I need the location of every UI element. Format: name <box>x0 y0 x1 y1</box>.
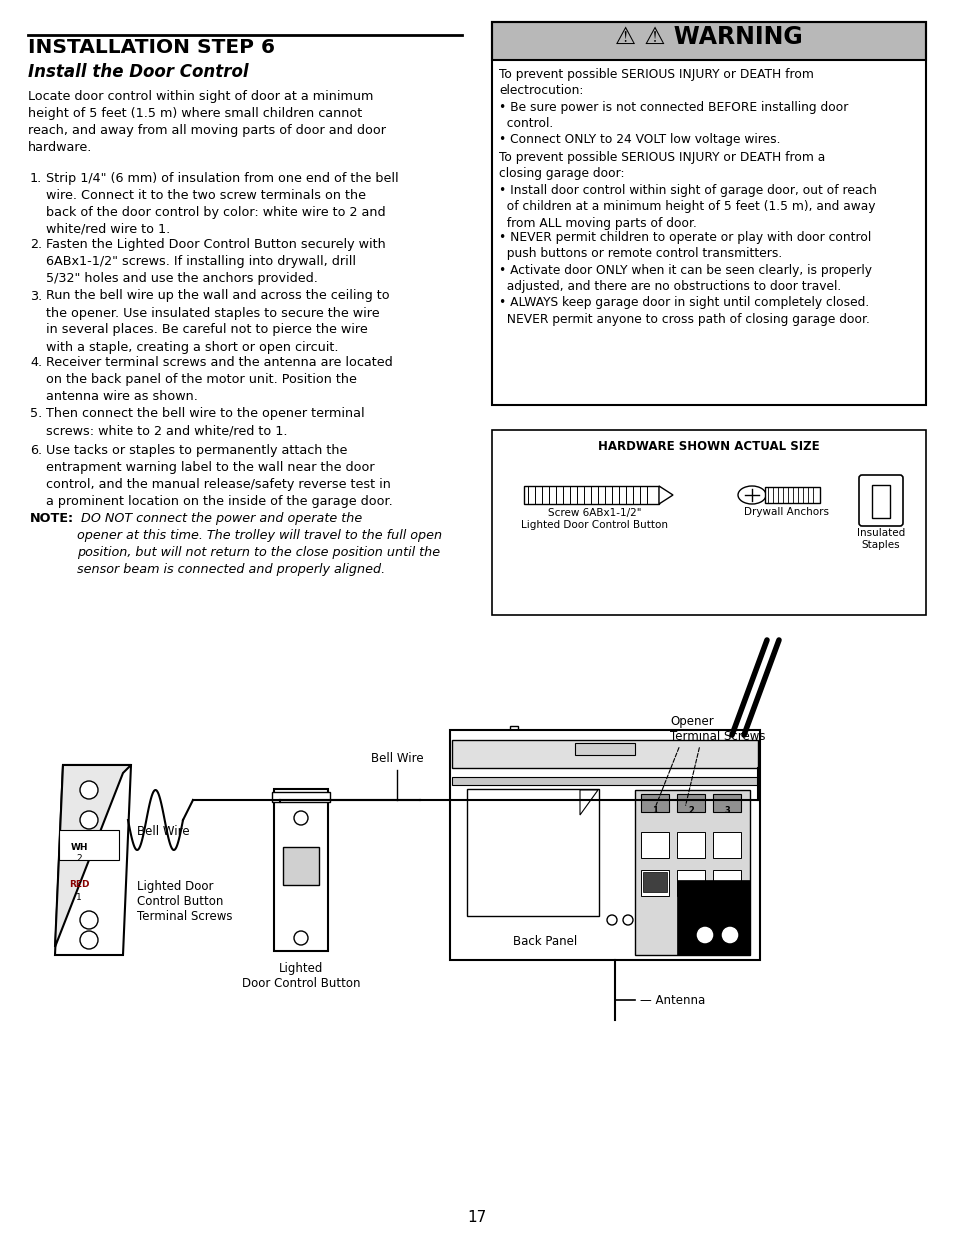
Text: Fasten the Lighted Door Control Button securely with
6ABx1-1/2" screws. If insta: Fasten the Lighted Door Control Button s… <box>46 238 385 285</box>
Text: • Be sure power is not connected BEFORE installing door
  control.: • Be sure power is not connected BEFORE … <box>498 100 847 130</box>
Text: • NEVER permit children to operate or play with door control
  push buttons or r: • NEVER permit children to operate or pl… <box>498 231 870 261</box>
Circle shape <box>80 811 98 829</box>
FancyBboxPatch shape <box>274 789 328 951</box>
Text: 3: 3 <box>723 806 729 815</box>
Bar <box>452 740 758 768</box>
Text: 17: 17 <box>467 1210 486 1225</box>
Bar <box>635 790 749 955</box>
Text: Then connect the bell wire to the opener terminal
screws: white to 2 and white/r: Then connect the bell wire to the opener… <box>46 408 364 437</box>
Bar <box>677 881 749 955</box>
Text: 6.: 6. <box>30 445 42 457</box>
Polygon shape <box>55 764 131 955</box>
Text: Run the bell wire up the wall and across the ceiling to
the opener. Use insulate: Run the bell wire up the wall and across… <box>46 289 389 353</box>
Text: INSTALLATION STEP 6: INSTALLATION STEP 6 <box>28 38 274 57</box>
Text: To prevent possible SERIOUS INJURY or DEATH from a
closing garage door:: To prevent possible SERIOUS INJURY or DE… <box>498 151 824 180</box>
Text: Strip 1/4" (6 mm) of insulation from one end of the bell
wire. Connect it to the: Strip 1/4" (6 mm) of insulation from one… <box>46 172 398 236</box>
Text: Back Panel: Back Panel <box>513 935 577 948</box>
Bar <box>712 869 740 897</box>
Text: • Activate door ONLY when it can be seen clearly, is properly
  adjusted, and th: • Activate door ONLY when it can be seen… <box>498 263 871 293</box>
Polygon shape <box>579 790 598 815</box>
Bar <box>575 743 635 755</box>
Circle shape <box>696 926 713 944</box>
Bar <box>283 847 318 885</box>
Text: • ALWAYS keep garage door in sight until completely closed.
  NEVER permit anyon: • ALWAYS keep garage door in sight until… <box>498 296 869 326</box>
Text: Bell Wire: Bell Wire <box>137 825 190 839</box>
Polygon shape <box>659 487 672 504</box>
Bar <box>59 830 119 860</box>
Text: To prevent possible SERIOUS INJURY or DEATH from
electrocution:: To prevent possible SERIOUS INJURY or DE… <box>498 68 813 98</box>
Text: 2.: 2. <box>30 238 42 251</box>
Ellipse shape <box>738 487 765 504</box>
Bar <box>450 730 760 960</box>
Text: Lighted
Door Control Button: Lighted Door Control Button <box>241 962 360 990</box>
Bar <box>492 22 925 405</box>
Text: Bell Wire: Bell Wire <box>371 752 423 764</box>
Text: 4.: 4. <box>30 356 42 368</box>
Text: Use tacks or staples to permanently attach the
entrapment warning label to the w: Use tacks or staples to permanently atta… <box>46 445 393 508</box>
Text: 2: 2 <box>76 853 82 863</box>
Text: 1.: 1. <box>30 172 42 185</box>
FancyBboxPatch shape <box>871 485 889 517</box>
FancyBboxPatch shape <box>858 475 902 526</box>
Circle shape <box>294 811 308 825</box>
Text: Install the Door Control: Install the Door Control <box>28 63 249 82</box>
Bar <box>272 792 330 802</box>
Text: ⚠ ⚠ WARNING: ⚠ ⚠ WARNING <box>615 25 802 49</box>
Text: Opener
Terminal Screws: Opener Terminal Screws <box>669 715 764 743</box>
Text: Drywall Anchors: Drywall Anchors <box>743 508 828 517</box>
Text: NOTE:: NOTE: <box>30 513 74 525</box>
Text: — Antenna: — Antenna <box>639 993 704 1007</box>
Polygon shape <box>55 764 131 947</box>
Text: 5.: 5. <box>30 408 42 420</box>
Circle shape <box>622 915 633 925</box>
Text: • Install door control within sight of garage door, out of reach
  of children a: • Install door control within sight of g… <box>498 184 876 230</box>
Circle shape <box>80 911 98 929</box>
Text: 2: 2 <box>687 806 693 815</box>
Text: • Connect ONLY to 24 VOLT low voltage wires.: • Connect ONLY to 24 VOLT low voltage wi… <box>498 133 780 146</box>
Text: 1: 1 <box>652 806 658 815</box>
Bar <box>452 777 758 785</box>
Bar <box>492 22 925 61</box>
Text: RED: RED <box>69 881 90 889</box>
Bar <box>492 430 925 615</box>
Bar <box>677 794 704 811</box>
Circle shape <box>80 781 98 799</box>
Circle shape <box>720 926 739 944</box>
Text: 1: 1 <box>76 893 82 902</box>
Bar <box>523 487 659 504</box>
Bar <box>640 869 668 897</box>
Polygon shape <box>510 726 523 755</box>
Circle shape <box>294 931 308 945</box>
Bar <box>640 794 668 811</box>
Bar <box>677 832 704 858</box>
Circle shape <box>606 915 617 925</box>
Circle shape <box>80 931 98 948</box>
Text: HARDWARE SHOWN ACTUAL SIZE: HARDWARE SHOWN ACTUAL SIZE <box>598 440 819 453</box>
Text: Screw 6ABx1-1/2"
Lighted Door Control Button: Screw 6ABx1-1/2" Lighted Door Control Bu… <box>521 508 668 530</box>
Bar <box>764 487 820 503</box>
Text: 3.: 3. <box>30 289 42 303</box>
FancyBboxPatch shape <box>467 789 598 916</box>
Bar <box>712 832 740 858</box>
Bar <box>712 794 740 811</box>
Text: Locate door control within sight of door at a minimum
height of 5 feet (1.5 m) w: Locate door control within sight of door… <box>28 90 386 154</box>
Bar <box>677 869 704 897</box>
Text: WH: WH <box>71 844 88 852</box>
Bar <box>642 872 666 892</box>
Text: Insulated
Staples: Insulated Staples <box>856 529 904 550</box>
Text: Receiver terminal screws and the antenna are located
on the back panel of the mo: Receiver terminal screws and the antenna… <box>46 356 393 403</box>
Text: DO NOT connect the power and operate the
opener at this time. The trolley will t: DO NOT connect the power and operate the… <box>77 513 441 576</box>
Text: Lighted Door
Control Button
Terminal Screws: Lighted Door Control Button Terminal Scr… <box>137 881 233 923</box>
Bar <box>640 832 668 858</box>
